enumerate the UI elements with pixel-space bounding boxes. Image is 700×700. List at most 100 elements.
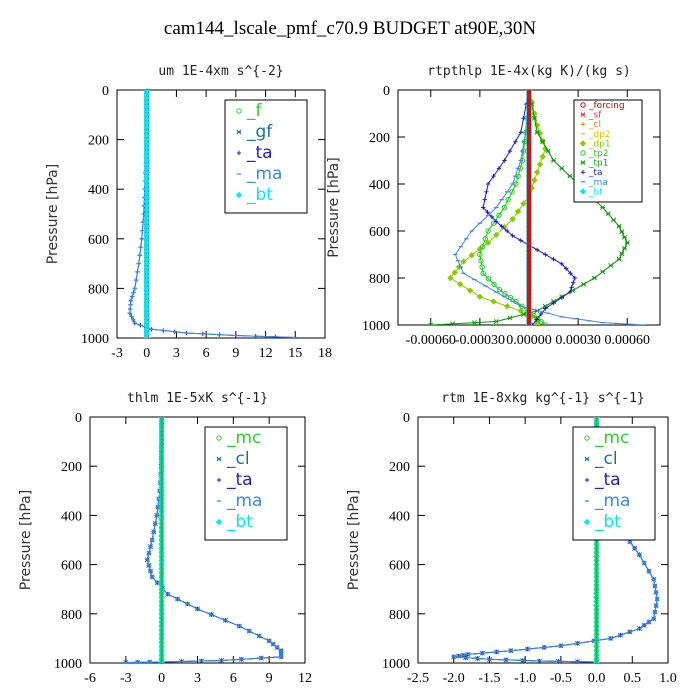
x-tick-label: 0 (158, 671, 165, 686)
y-tick-label: 0 (403, 411, 410, 426)
legend: _mc_cl_ta_ma_bt (204, 426, 288, 541)
y-tick-label: 800 (61, 608, 82, 623)
y-axis-label: Pressure [hPa] (18, 490, 34, 590)
y-tick-label: 1000 (382, 657, 410, 672)
legend: _f_gf_ta_ma_bt (224, 99, 308, 214)
series-point (496, 287, 503, 293)
y-tick-label: 1000 (81, 332, 109, 347)
series-point (496, 166, 502, 171)
legend-entry: _forcing (588, 101, 625, 111)
x-tick-label: 0.00030 (555, 333, 601, 348)
plot-panel-1: um 1E-4xm s^{-2} Pressure [hPa] 0 200 400 600… (45, 64, 332, 361)
series-point (619, 251, 625, 257)
y-tick-label: 200 (88, 134, 109, 149)
y-tick-label: 600 (61, 559, 82, 574)
series-point (447, 274, 454, 282)
series-point (501, 204, 508, 211)
panel-title: thlm 1E-5xK s^{-1} (127, 391, 268, 406)
x-tick-label: -1.0 (514, 671, 536, 686)
series-point (535, 316, 541, 322)
legend-marker (584, 435, 590, 441)
series-point (514, 208, 522, 215)
series-point (551, 157, 557, 164)
legend-marker (580, 112, 586, 118)
series-point (608, 262, 614, 268)
series-point (509, 216, 516, 223)
x-tick-label: 0.00000 (506, 333, 552, 348)
x-tick-label: -3 (120, 671, 132, 686)
series-point (460, 258, 467, 265)
x-tick-label: 9 (266, 671, 273, 686)
series-point (491, 281, 497, 287)
y-tick-label: 600 (389, 559, 410, 574)
x-tick-label: 15 (288, 346, 302, 361)
series-point (539, 153, 546, 160)
data-area (428, 90, 646, 325)
y-tick-label: 200 (369, 131, 390, 146)
series-point (502, 290, 508, 297)
series-point (619, 229, 625, 235)
x-tick-label: -0.5 (550, 671, 572, 686)
series-point (450, 321, 456, 325)
plot-frame (116, 89, 326, 339)
y-tick-label: 200 (389, 460, 410, 475)
series-point (531, 176, 538, 184)
legend-marker (215, 518, 223, 526)
y-tick-label: 0 (75, 411, 82, 426)
x-tick-label: 0.5 (624, 671, 642, 686)
series-point (568, 271, 573, 276)
legend-entry: _gf (246, 122, 273, 142)
legend-entry: _ta (588, 168, 603, 178)
legend-entry: _ma (246, 164, 282, 184)
y-tick-label: 600 (88, 233, 109, 248)
legend-marker (580, 160, 586, 166)
legend-marker (580, 122, 586, 127)
y-tick-label: 400 (369, 178, 390, 193)
series-point (569, 285, 574, 290)
x-tick-label: -2.0 (443, 671, 465, 686)
series-point (543, 306, 548, 311)
series-point (567, 173, 573, 179)
series-point (534, 247, 540, 252)
series-point (616, 223, 622, 229)
series-point (542, 145, 549, 152)
series-point (507, 148, 513, 154)
series-point (484, 239, 492, 246)
series-point (591, 275, 598, 281)
legend-entry: _ta (226, 470, 253, 490)
series-point (510, 233, 515, 238)
x-tick-label: 6 (203, 346, 210, 361)
y-tick-label: 0 (102, 84, 109, 99)
series-point (530, 322, 535, 325)
series-point (551, 300, 556, 306)
series-point (507, 315, 513, 321)
legend-entry: _bt (588, 187, 603, 197)
legend-entry: _tp1 (588, 159, 608, 169)
legend-entry: _cl (594, 449, 618, 469)
series-point (536, 161, 544, 168)
x-tick-label: 0.00060 (605, 333, 651, 348)
legend-entry: _f (246, 101, 263, 121)
series-point (567, 289, 573, 295)
series-point (520, 200, 527, 207)
series-point (451, 269, 458, 276)
series-point (485, 276, 492, 282)
y-axis-label: Pressure [hPa] (326, 157, 342, 257)
series-point (534, 129, 540, 135)
series-point (428, 322, 434, 325)
series-point (505, 196, 511, 203)
legend-marker (236, 129, 242, 135)
panel-title: rtm 1E-8xkg kg^{-1} s^{-1} (441, 391, 645, 406)
series-point (534, 317, 539, 322)
series-point (545, 148, 551, 154)
series-point (485, 181, 491, 187)
x-tick-label: -0.00030 (455, 333, 505, 348)
series-point (490, 220, 497, 226)
series-point (533, 169, 541, 176)
legend-entry: _dp1 (588, 139, 611, 149)
legend-box (573, 99, 643, 203)
plot-frame (417, 416, 669, 664)
series-point (622, 234, 628, 240)
panel-title: rtpthlp 1E-4x(kg K)/(kg s) (427, 64, 631, 79)
legend-marker (579, 140, 587, 147)
